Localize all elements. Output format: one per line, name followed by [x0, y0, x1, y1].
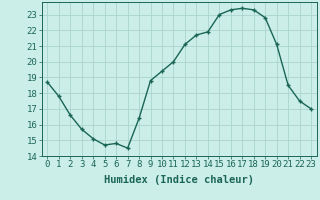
X-axis label: Humidex (Indice chaleur): Humidex (Indice chaleur)	[104, 175, 254, 185]
